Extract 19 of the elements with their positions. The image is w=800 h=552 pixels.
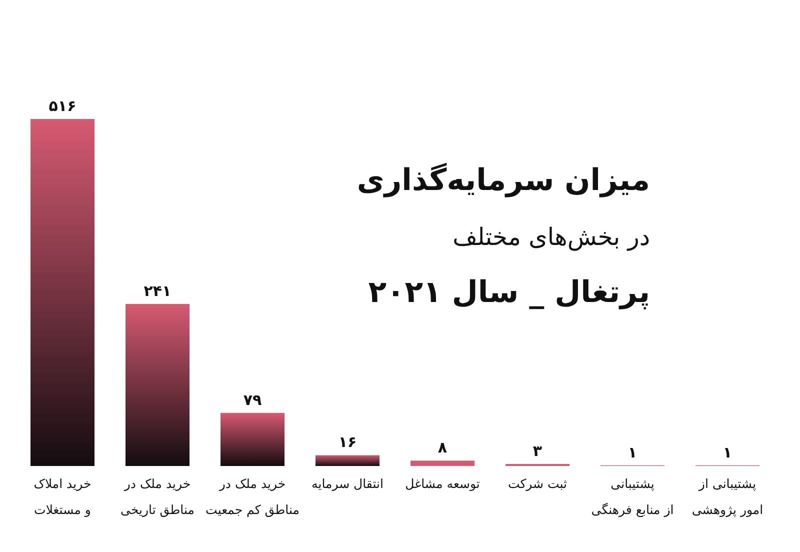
x-tick-label: انتقال سرمایه <box>312 476 384 492</box>
data-label: ۲۴۱ <box>144 282 172 300</box>
data-label: ۸ <box>438 438 448 457</box>
x-tick-label: خرید ملک در مناطق تاریخی <box>120 476 194 518</box>
text: میزان سرمایه‌گذاری <box>356 162 650 198</box>
data-label: ۳ <box>532 442 542 460</box>
x-tick-label: توسعه مشاغل <box>405 476 480 492</box>
x-tick-label: پشتیبانی از امور پژوهشی <box>692 476 764 518</box>
text: در بخش‌های مختلف <box>452 223 650 251</box>
data-label: ۱ <box>628 443 638 462</box>
data-label: ۷۹ <box>243 390 262 409</box>
data-label: ۵۱۶ <box>48 97 76 115</box>
x-tick-label: پشتیبانی از منابع فرهنگی <box>591 476 674 518</box>
x-tick-label: خرید املاک و مستغلات <box>34 476 92 518</box>
annotation: پرتغال _ سال ۲۰۲۱ <box>368 275 650 310</box>
x-tick-label: خرید ملک در مناطق کم جمعیت <box>206 476 300 518</box>
data-label: ۱۶ <box>338 433 357 452</box>
data-label: ۱ <box>722 443 732 462</box>
x-tick-label: ثبت شرکت <box>508 476 568 492</box>
